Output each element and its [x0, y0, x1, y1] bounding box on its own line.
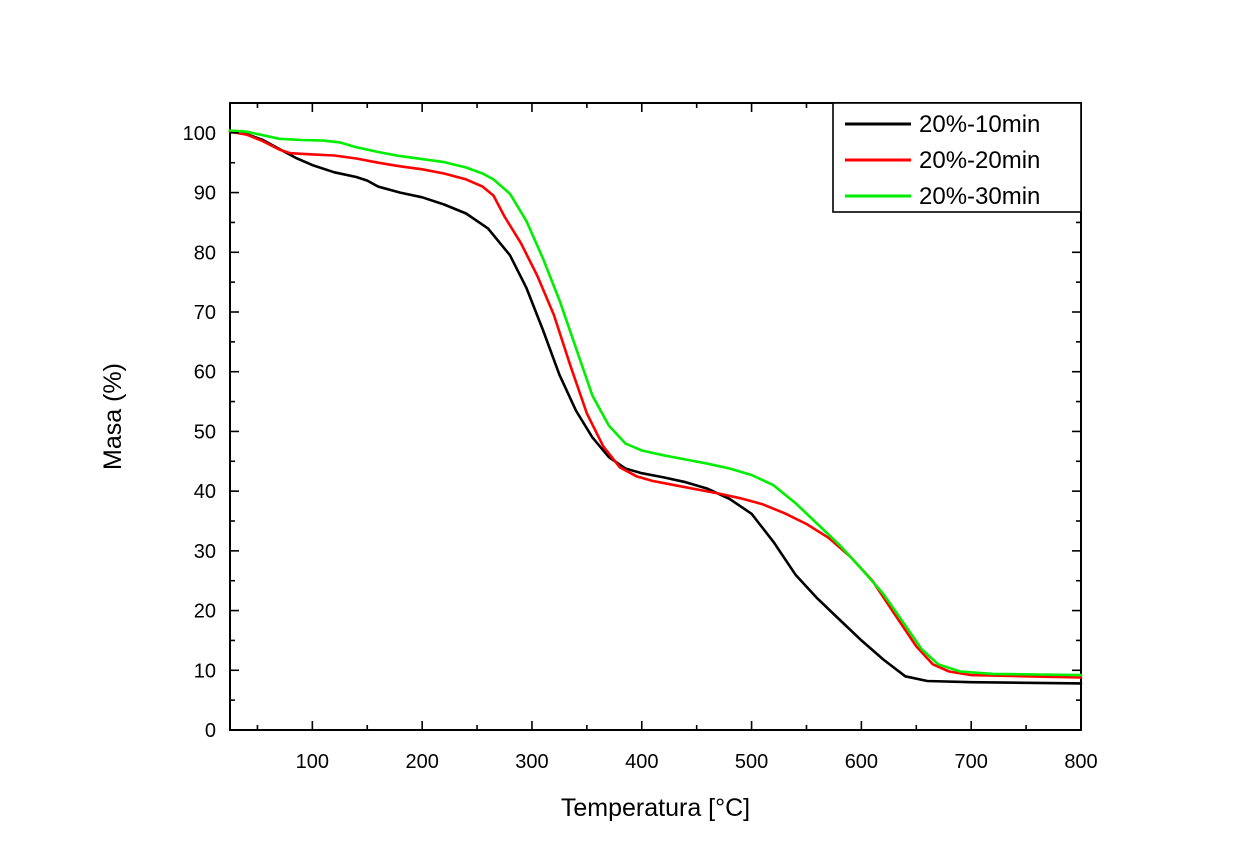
y-tick-label: 20 [194, 601, 216, 623]
y-tick-label: 90 [194, 183, 216, 205]
x-axis-title: Temperatura [°C] [561, 794, 750, 822]
legend-label: 20%-30min [919, 183, 1040, 210]
x-tick-label: 800 [1064, 751, 1097, 773]
series-line-3 [228, 129, 1083, 677]
y-tick-label: 100 [183, 123, 216, 145]
y-tick-label: 70 [194, 302, 216, 324]
axes: 100 200 300 400 500 600 700 800 0 10 20 30 40 50 60 70 8… [183, 103, 1098, 773]
series-line-1 [228, 129, 1083, 685]
x-tick-label: 700 [955, 751, 988, 773]
y-tick-label: 10 [194, 660, 216, 682]
y-tick-label: 40 [194, 481, 216, 503]
y-tick-label: 50 [194, 421, 216, 443]
x-tick-label: 300 [515, 751, 548, 773]
legend-label: 20%-20min [919, 147, 1040, 174]
x-tick-label: 400 [625, 751, 658, 773]
legend: 20%-10min 20%-20min 20%-30min [832, 102, 1082, 213]
x-tick-label: 100 [296, 751, 329, 773]
y-tick-label: 80 [194, 242, 216, 264]
y-axis-title: Masa (%) [99, 363, 127, 470]
x-tick-label: 500 [735, 751, 768, 773]
x-tick-label: 200 [405, 751, 438, 773]
x-tick-label: 600 [845, 751, 878, 773]
series-lines [228, 129, 1083, 685]
y-tick-label: 60 [194, 362, 216, 384]
y-tick-label: 0 [205, 720, 216, 742]
legend-box [832, 102, 1082, 213]
legend-label: 20%-10min [919, 111, 1040, 138]
y-tick-label: 30 [194, 541, 216, 563]
